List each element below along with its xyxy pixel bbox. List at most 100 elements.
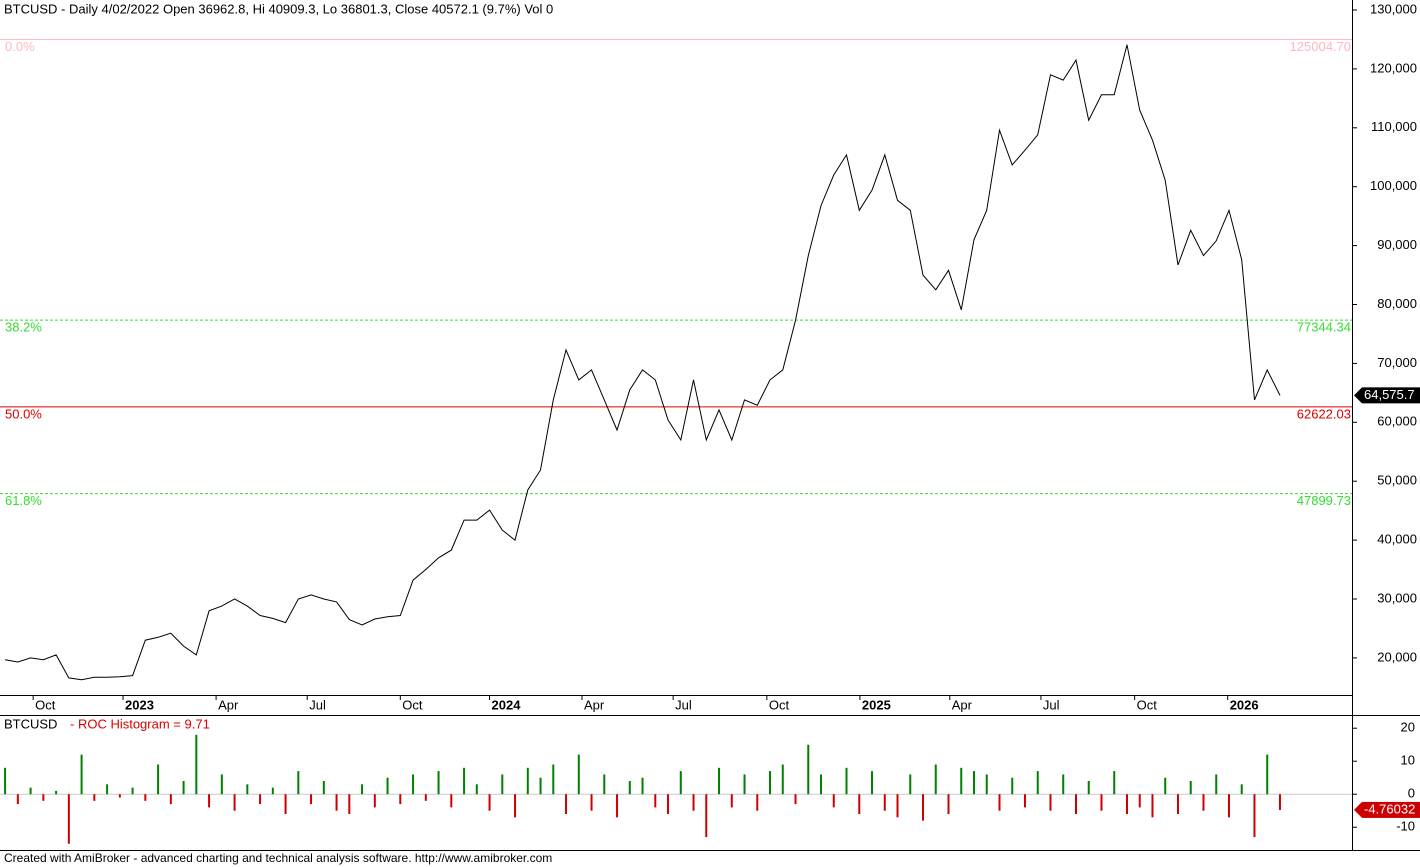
bar: [118, 794, 121, 798]
bar: [679, 771, 682, 795]
bar: [1023, 794, 1026, 808]
y-tick-label: 70,000: [1377, 355, 1417, 370]
bar: [1036, 771, 1039, 795]
bar: [55, 790, 58, 795]
bar: [284, 794, 287, 815]
bar: [259, 794, 262, 805]
bar: [310, 794, 313, 805]
bar: [463, 767, 466, 795]
x-tick-label: 2023: [125, 697, 154, 712]
level-name: 50.0%: [5, 406, 42, 421]
bar: [1049, 794, 1052, 811]
bar: [781, 764, 784, 795]
y-tick-label: 130,000: [1370, 1, 1417, 16]
bar: [552, 764, 555, 795]
level-label: 62622.03: [1297, 406, 1351, 421]
bar: [131, 787, 134, 795]
x-tick-label: Jul: [675, 697, 692, 712]
bar: [577, 754, 580, 795]
bar: [858, 794, 861, 815]
bar: [960, 767, 963, 795]
bar: [985, 774, 988, 795]
bar: [1125, 794, 1128, 815]
bar: [106, 784, 109, 795]
bar: [450, 794, 453, 808]
symbol-label: BTCUSD: [4, 716, 57, 731]
bar: [590, 794, 593, 811]
bar: [718, 767, 721, 795]
bar: [16, 794, 19, 805]
bar: [182, 781, 185, 795]
level-label: 47899.73: [1297, 493, 1351, 508]
bar: [692, 794, 695, 811]
x-tick-label: Jul: [309, 697, 326, 712]
bar: [437, 771, 440, 795]
x-tick-label: Oct: [1137, 697, 1158, 712]
bar: [654, 794, 657, 808]
bar: [1062, 774, 1065, 795]
bar: [616, 794, 619, 818]
bar: [488, 794, 491, 811]
bar: [845, 767, 848, 795]
last-value-tag: [1362, 801, 1420, 818]
bar: [297, 771, 300, 795]
level-name: 0.0%: [5, 39, 35, 54]
bar: [743, 774, 746, 795]
bar: [1266, 754, 1269, 795]
x-tick-label: Apr: [952, 697, 973, 712]
bar: [998, 794, 1001, 811]
bar: [29, 787, 32, 795]
y-tick-label: 20: [1401, 720, 1415, 735]
bar: [1227, 794, 1230, 818]
bar: [1176, 794, 1179, 815]
x-tick-label: Oct: [35, 697, 56, 712]
bar: [1113, 771, 1116, 795]
level-label: 125004.70: [1290, 39, 1351, 54]
x-tick-label: 2026: [1230, 697, 1259, 712]
bar: [144, 794, 147, 801]
bar: [1164, 777, 1167, 795]
bar: [501, 774, 504, 795]
bar: [42, 794, 45, 801]
bar: [399, 794, 402, 805]
bar: [373, 794, 376, 808]
indicator-title: - ROC Histogram = 9.71: [70, 716, 210, 731]
bar: [973, 771, 976, 795]
bar: [896, 794, 899, 818]
bar: [475, 784, 478, 795]
bar: [820, 774, 823, 795]
bar: [169, 794, 172, 805]
y-tick-label: 100,000: [1370, 178, 1417, 193]
x-tick-label: Oct: [769, 697, 790, 712]
bar: [871, 771, 874, 795]
bar: [348, 794, 351, 815]
y-tick-label: 40,000: [1377, 532, 1417, 547]
bar: [730, 794, 733, 808]
bar: [1100, 794, 1103, 811]
bar: [1138, 794, 1141, 808]
bar: [807, 744, 810, 795]
bar: [514, 794, 517, 818]
bar: [909, 774, 912, 795]
bar: [934, 764, 937, 795]
bar: [335, 794, 338, 811]
bar: [883, 794, 886, 811]
x-tick-label: Apr: [218, 697, 239, 712]
bar: [756, 794, 759, 811]
bar: [1074, 794, 1077, 815]
y-tick-label: 110,000: [1371, 119, 1417, 134]
bar: [1253, 794, 1256, 838]
bar: [832, 794, 835, 808]
bar: [705, 794, 708, 838]
bar: [1240, 784, 1243, 795]
bar: [386, 777, 389, 795]
bar: [4, 767, 7, 795]
bar: [947, 794, 950, 815]
bar: [246, 784, 249, 795]
bar: [1202, 794, 1205, 811]
bar: [539, 777, 542, 795]
y-tick-label: -10: [1396, 819, 1415, 834]
y-tick-label: 10: [1401, 753, 1415, 768]
